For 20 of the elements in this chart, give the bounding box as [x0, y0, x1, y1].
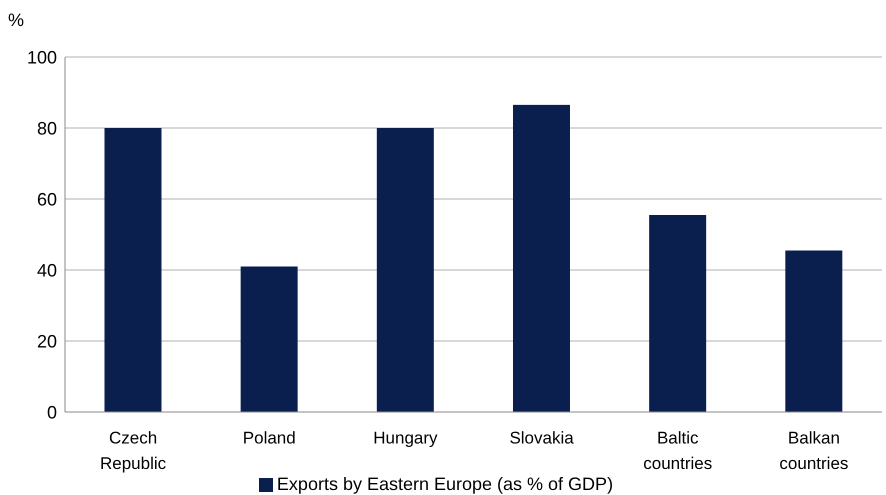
y-tick-label: 20 [36, 331, 57, 352]
x-tick-label: Balkan countries [779, 428, 848, 473]
y-tick-label: 100 [26, 47, 57, 68]
y-tick-label: 80 [36, 118, 57, 138]
bar [785, 250, 842, 412]
y-tick-label: 0 [46, 402, 57, 422]
x-tick-label: Poland [242, 428, 296, 448]
bar [240, 266, 298, 412]
legend-label: Exports by Eastern Europe (as % of GDP) [276, 474, 614, 494]
y-axis-title: % [8, 10, 24, 31]
y-tick-label: 40 [36, 260, 57, 280]
x-tick-label: Hungary [373, 428, 438, 448]
x-tick-label: Czech Republic [100, 428, 167, 473]
bar [376, 128, 434, 412]
bar [512, 104, 570, 412]
x-tick-label: Baltic countries [643, 428, 712, 473]
bar [649, 214, 706, 412]
bar [104, 128, 162, 412]
y-tick-label: 60 [36, 189, 57, 210]
x-tick-label: Slovakia [509, 428, 574, 448]
